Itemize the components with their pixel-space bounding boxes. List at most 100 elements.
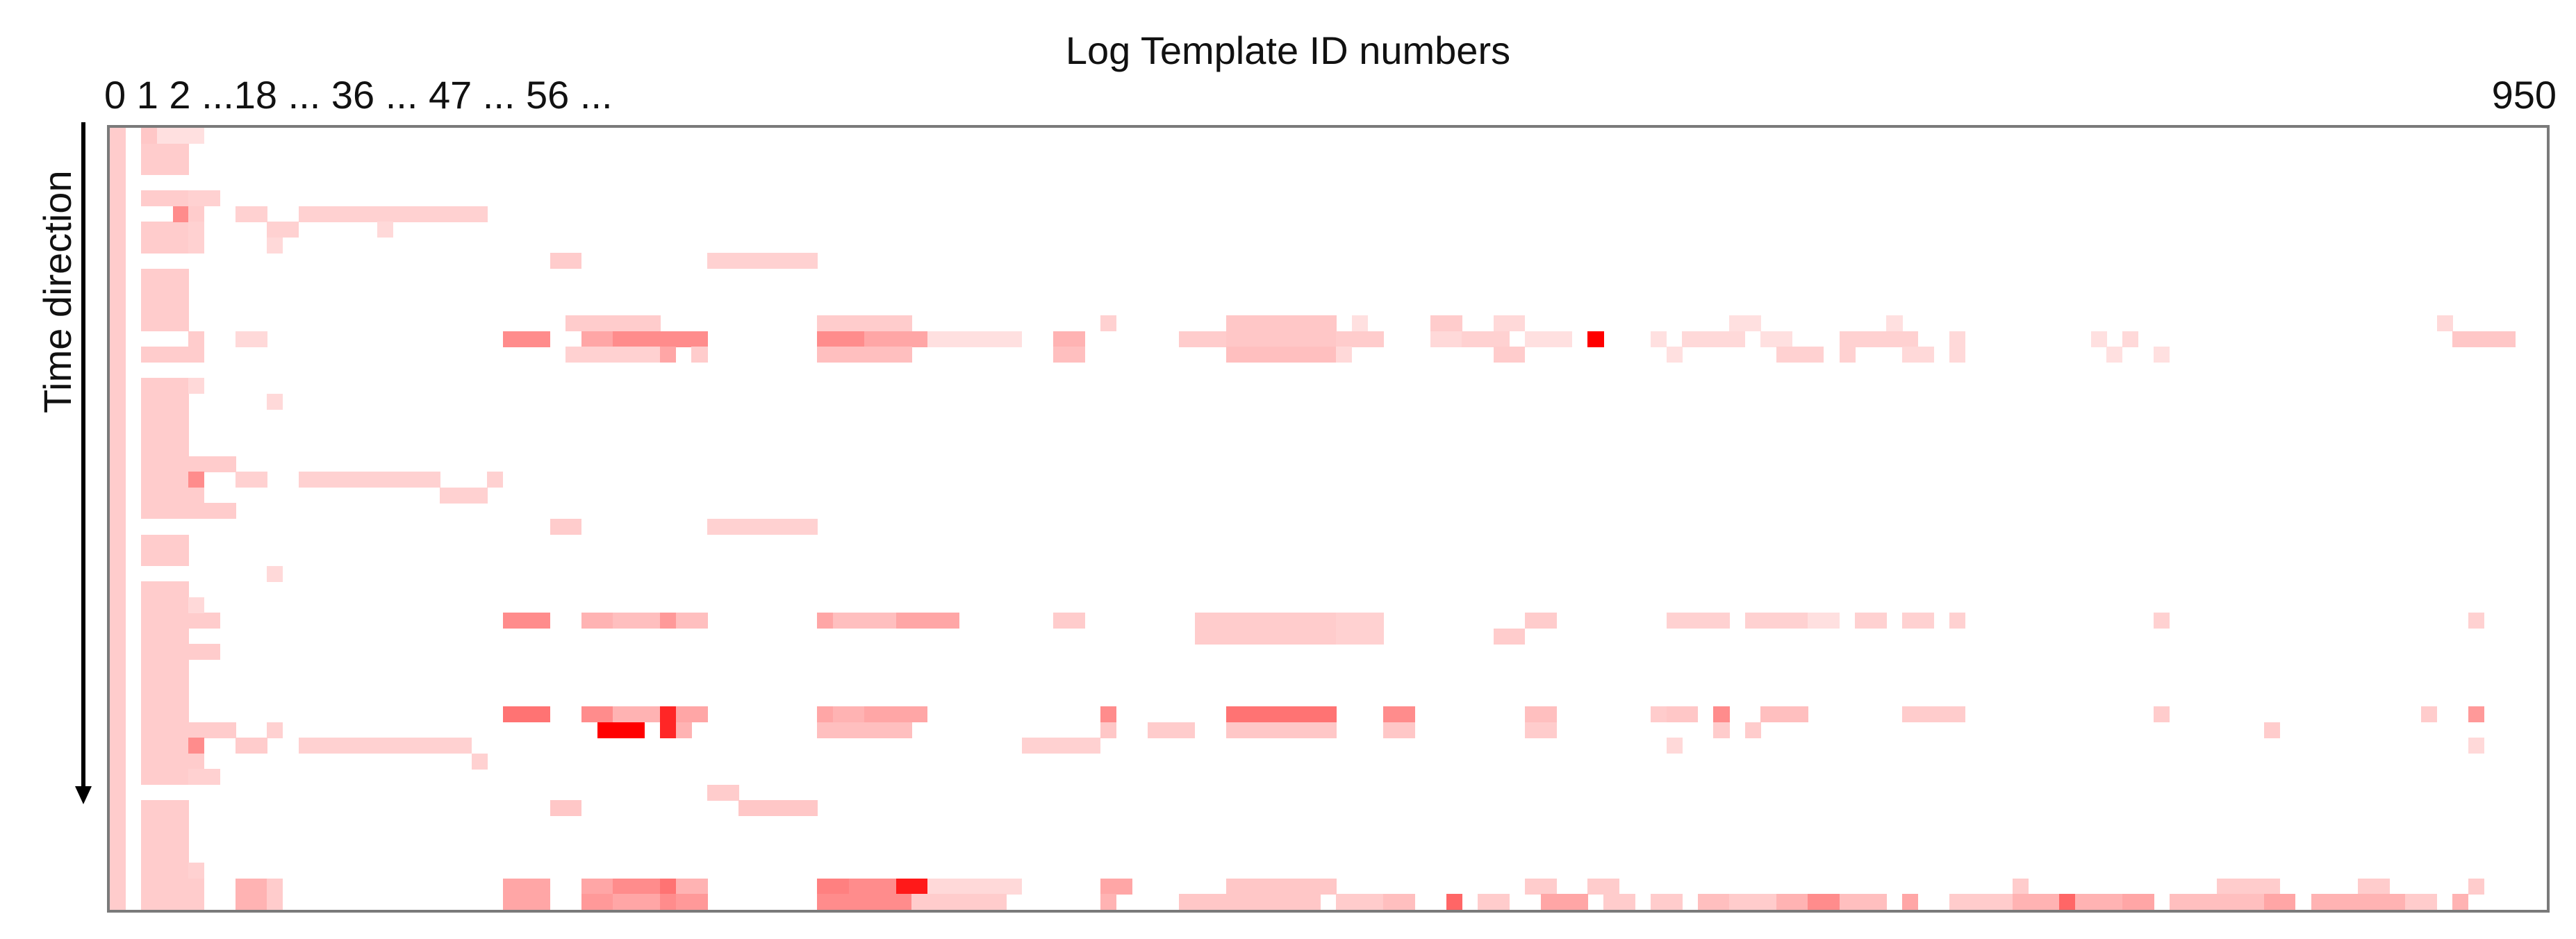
heatmap-cell (2263, 722, 2280, 738)
heatmap-cell (110, 597, 126, 613)
heatmap-cell (110, 222, 126, 238)
heatmap-cell (188, 894, 205, 910)
heatmap-cell (1839, 347, 1856, 363)
heatmap-cell (141, 722, 189, 738)
heatmap-cell (2311, 894, 2406, 910)
heatmap-cell (2358, 878, 2391, 895)
heatmap-cell (2420, 706, 2438, 723)
heatmap-cell (2154, 613, 2170, 629)
heatmap-cell (817, 878, 850, 895)
heatmap-cell (1902, 347, 1934, 363)
heatmap-cell (1808, 894, 1840, 910)
heatmap-cell (502, 331, 551, 347)
heatmap-cell (1808, 613, 1840, 629)
heatmap-cell (141, 299, 189, 316)
heatmap-cell (738, 800, 818, 817)
heatmap-cell (1178, 894, 1321, 910)
heatmap-cell (141, 706, 189, 723)
heatmap-cell (1886, 315, 1903, 332)
heatmap-cell (141, 378, 189, 394)
heatmap-cell (188, 878, 205, 895)
heatmap-cell (1902, 706, 1966, 723)
heatmap-cell (141, 659, 189, 676)
heatmap-cell (141, 831, 189, 848)
heatmap-cell (1225, 706, 1337, 723)
heatmap-cell (1225, 315, 1337, 332)
heatmap-cell (236, 894, 267, 910)
heatmap-cell (833, 706, 865, 723)
heatmap-cell (1383, 894, 1415, 910)
heatmap-cell (188, 769, 220, 786)
heatmap-cell (2122, 894, 2154, 910)
heatmap-cell (156, 128, 205, 144)
heatmap-cell (110, 174, 126, 191)
heatmap-cell (927, 878, 1023, 895)
heatmap-cell (188, 456, 236, 472)
heatmap-cell (927, 331, 1023, 347)
heatmap-cell (1666, 613, 1730, 629)
heatmap-cell (2169, 894, 2265, 910)
heatmap-cell (1839, 894, 1887, 910)
heatmap-cell (502, 894, 551, 910)
heatmap-cell (440, 487, 488, 504)
heatmap-cell (1178, 331, 1227, 347)
heatmap-cell (267, 878, 283, 895)
heatmap-cell (817, 722, 912, 738)
heatmap-cell (1855, 613, 1887, 629)
heatmap-cell (1493, 315, 1526, 332)
heatmap-cell (1100, 894, 1116, 910)
heatmap-cell (2452, 331, 2516, 347)
heatmap-cell (707, 519, 818, 535)
heatmap-cell (581, 613, 613, 629)
heatmap-cell (2012, 878, 2029, 895)
heatmap-cell (550, 253, 582, 269)
heatmap-cell (110, 659, 126, 676)
heatmap-cell (141, 581, 189, 598)
heatmap-cell (141, 894, 189, 910)
heatmap-cell (141, 878, 189, 895)
heatmap-cell (2452, 894, 2469, 910)
heatmap-cell (581, 894, 613, 910)
heatmap-cell (110, 440, 126, 457)
heatmap-cell (581, 878, 613, 895)
heatmap-cell (141, 800, 189, 817)
heatmap-cell (267, 237, 283, 254)
heatmap-cell (675, 722, 692, 738)
heatmap-cell (581, 706, 613, 723)
heatmap-cell (613, 706, 661, 723)
heatmap-cell (2468, 738, 2484, 754)
heatmap-cell (675, 706, 708, 723)
heatmap-cell (2436, 315, 2453, 332)
heatmap-cell (298, 472, 440, 488)
heatmap-cell (613, 613, 661, 629)
heatmap-cell (141, 190, 189, 207)
heatmap-cell (110, 753, 126, 770)
heatmap-cell (1776, 347, 1824, 363)
heatmap-cell (2154, 347, 2170, 363)
heatmap-cell (141, 315, 189, 332)
heatmap-cell (141, 769, 189, 786)
heatmap-cell (110, 143, 126, 160)
heatmap-cell (1052, 331, 1085, 347)
heatmap-cell (188, 503, 236, 520)
heatmap-cell (110, 284, 126, 301)
heatmap-cell (141, 613, 189, 629)
heatmap-cell (141, 847, 189, 863)
heatmap-cell (1524, 722, 1557, 738)
heatmap-cell (848, 894, 912, 910)
heatmap-cell (1194, 613, 1337, 629)
heatmap-cell (1666, 738, 1683, 754)
heatmap-cell (1949, 894, 1981, 910)
heatmap-cell (1225, 331, 1337, 347)
heatmap-cell (1430, 331, 1462, 347)
heatmap-cell (188, 863, 205, 879)
heatmap-cell (565, 315, 661, 332)
heatmap-cell (220, 722, 236, 738)
heatmap-cell (675, 878, 708, 895)
heatmap-cell (141, 393, 189, 410)
heatmap-cell (110, 863, 126, 879)
heatmap-cell (188, 347, 205, 363)
heatmap-cell (110, 315, 126, 332)
heatmap-cell (660, 878, 677, 895)
heatmap-cell (1949, 347, 1966, 363)
